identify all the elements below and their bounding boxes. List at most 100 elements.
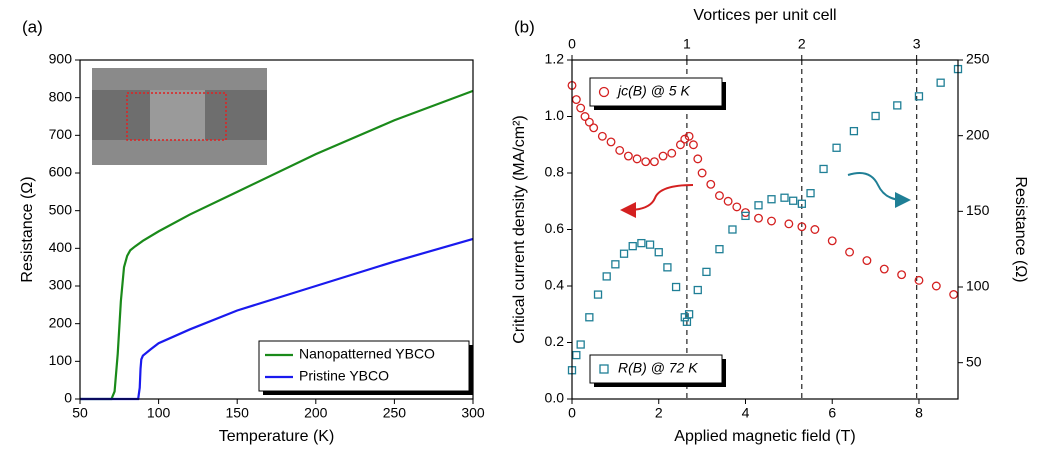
data-point <box>645 240 655 249</box>
y-tick-label: 1.2 <box>545 51 565 67</box>
x-tick-label: 0 <box>568 405 576 421</box>
data-point <box>576 103 586 113</box>
y-tick-label: 500 <box>49 201 73 217</box>
data-point <box>754 213 763 223</box>
y-tick-label: 800 <box>49 88 73 104</box>
data-point <box>632 154 642 164</box>
legend-label: Pristine YBCO <box>299 368 389 384</box>
data-point <box>819 164 828 174</box>
data-point <box>637 238 646 248</box>
data-point <box>862 256 872 266</box>
data-point <box>649 157 659 167</box>
y2-tick-label: 250 <box>966 51 990 67</box>
data-point <box>667 148 677 158</box>
data-point <box>849 126 859 136</box>
data-point <box>936 78 945 87</box>
legend-label: jc(B) @ 5 K <box>616 83 690 99</box>
data-point <box>702 267 711 277</box>
y-tick-label: 900 <box>49 51 73 67</box>
plot-frame <box>571 59 959 400</box>
data-point <box>593 290 603 299</box>
data-point <box>693 285 702 295</box>
data-point <box>572 350 581 360</box>
x2-tick-label: 0 <box>568 36 576 52</box>
data-point <box>606 137 616 147</box>
x-tick-label: 2 <box>655 405 663 421</box>
data-point <box>810 225 820 234</box>
data-point <box>949 290 959 299</box>
legend-box <box>258 340 470 392</box>
legend-box <box>589 77 723 107</box>
data-line <box>80 237 474 401</box>
y-tick-label: 0.0 <box>545 390 565 406</box>
data-point <box>789 196 798 205</box>
data-point <box>693 154 703 164</box>
y2-tick-label: 50 <box>966 353 982 369</box>
arrow-left-axis <box>620 184 694 218</box>
y-tick-label: 200 <box>49 314 73 330</box>
x2-tick-label: 1 <box>683 36 691 52</box>
data-point <box>623 151 633 161</box>
data-point <box>879 264 889 274</box>
data-point <box>827 236 837 246</box>
data-point <box>571 95 581 104</box>
data-point <box>602 272 611 281</box>
data-point <box>580 112 590 121</box>
y2-tick-label: 200 <box>966 126 990 142</box>
data-point <box>780 193 789 202</box>
y-axis-label: Resistance (Ω) <box>19 176 36 282</box>
y-tick-label: 300 <box>49 277 73 293</box>
data-point <box>732 202 742 212</box>
data-point <box>576 340 585 349</box>
y2-tick-label: 100 <box>966 278 990 294</box>
data-line <box>80 89 474 401</box>
data-point <box>741 211 750 221</box>
data-point <box>767 195 776 204</box>
data-point <box>671 282 681 292</box>
data-point <box>619 249 629 258</box>
arrow-right-axis <box>847 172 911 208</box>
inset-image <box>92 68 267 165</box>
x-axis-label: Temperature (K) <box>219 428 335 445</box>
data-point <box>663 263 672 272</box>
data-point <box>806 189 815 198</box>
x-tick-label: 250 <box>383 405 407 421</box>
x-tick-label: 50 <box>72 405 88 421</box>
legend-swatch <box>599 364 609 374</box>
y2-axis-label: Resistance (Ω) <box>1012 176 1029 282</box>
data-point <box>845 247 855 257</box>
data-point <box>914 92 924 101</box>
data-point <box>589 123 599 133</box>
legend-swatch <box>598 86 610 98</box>
data-point <box>832 143 841 152</box>
x-axis-label: Applied magnetic field (T) <box>674 428 855 445</box>
data-point <box>611 260 620 269</box>
data-point <box>641 157 651 167</box>
inset-highlight <box>126 92 227 141</box>
data-point <box>754 201 763 210</box>
x2-tick-label: 2 <box>798 36 806 52</box>
data-point <box>931 281 941 291</box>
data-point <box>654 248 663 257</box>
data-point <box>615 145 625 155</box>
data-point <box>723 196 733 206</box>
data-point <box>675 140 685 150</box>
data-point <box>914 275 924 285</box>
inset-pad <box>92 140 267 165</box>
x-tick-label: 6 <box>828 405 836 421</box>
y-axis-label: Critical current density (MA/cm²) <box>511 115 528 343</box>
data-point <box>715 245 724 254</box>
data-point <box>597 131 607 141</box>
panel-label: (a) <box>22 17 43 36</box>
inset-bridge <box>150 90 205 140</box>
y-tick-label: 0.2 <box>545 333 565 349</box>
data-point <box>728 225 737 234</box>
legend-label: Nanopatterned YBCO <box>299 346 435 362</box>
y-tick-label: 0.6 <box>545 220 565 236</box>
y-tick-label: 700 <box>49 126 73 142</box>
data-point <box>784 219 794 229</box>
data-point <box>585 313 594 322</box>
data-point <box>893 101 902 110</box>
y2-tick-label: 150 <box>966 202 990 218</box>
